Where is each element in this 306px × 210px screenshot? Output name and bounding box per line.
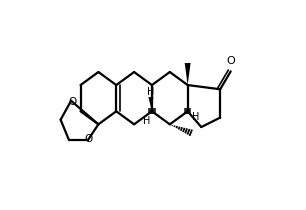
Text: H: H	[192, 112, 200, 122]
Text: O: O	[68, 97, 76, 107]
Text: O: O	[85, 134, 93, 144]
Polygon shape	[148, 97, 153, 111]
Polygon shape	[185, 63, 191, 85]
Text: O: O	[226, 56, 235, 66]
Text: H: H	[143, 116, 150, 126]
Text: H: H	[147, 87, 155, 97]
